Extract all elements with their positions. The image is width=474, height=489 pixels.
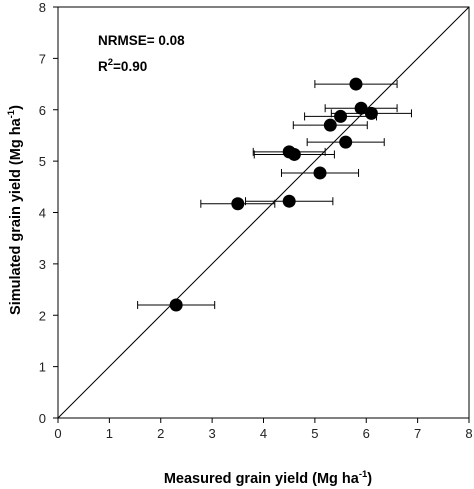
x-axis-title-superscript: -1 [359,469,368,480]
y-tick-label: 0 [39,411,46,426]
data-point-layer [169,77,378,312]
r2-superscript: 2 [108,57,113,68]
y-tick-label: 3 [39,257,46,272]
x-axis-title-close: ) [367,471,372,487]
data-point [349,77,363,91]
r2-prefix: R [98,59,108,74]
y-tick-label: 2 [39,308,46,323]
y-axis-title: Simulated grain yield (Mg ha-1) [6,105,24,315]
x-tick-label: 5 [311,426,318,441]
data-point [364,106,378,120]
x-tick-label: 6 [363,426,370,441]
data-point [313,166,327,180]
r2-value: =0.90 [113,59,147,74]
plot-frame [57,6,470,419]
y-tick-label: 4 [39,206,46,221]
y-tick-label: 6 [39,103,46,118]
data-point [323,118,337,132]
data-point [231,197,245,211]
x-tick-label: 4 [260,426,267,441]
data-point [282,194,296,208]
r2-annotation: R2=0.90 [98,57,147,74]
x-tick-label: 0 [54,426,61,441]
data-point [334,109,348,123]
y-tick-label: 5 [39,154,46,169]
one-to-one-line [57,6,470,419]
y-tick-label: 8 [39,0,46,15]
data-point [339,135,353,149]
nrmse-annotation: NRMSE= 0.08 [98,33,185,48]
y-axis-title-superscript: -1 [6,109,17,118]
data-point [287,147,301,161]
y-tick-label: 1 [39,360,46,375]
y-tick-label: 7 [39,51,46,66]
data-point [354,101,368,115]
x-tick-label: 2 [157,426,164,441]
data-point [169,298,183,312]
x-tick-label: 8 [465,426,472,441]
x-axis-title: Measured grain yield (Mg ha-1) [164,469,372,487]
x-tick-label: 1 [106,426,113,441]
reference-line-layer [57,6,470,419]
x-tick-label: 3 [209,426,216,441]
x-tick-label: 7 [414,426,421,441]
x-axis-title-text: Measured grain yield (Mg ha [164,471,360,487]
y-axis-title-text: Simulated grain yield (Mg ha [8,117,24,315]
y-axis-title-close: ) [8,105,24,110]
tick-layer: 0 1 2 3 4 5 6 7 8 0 1 2 3 4 5 6 7 8 [39,0,473,441]
